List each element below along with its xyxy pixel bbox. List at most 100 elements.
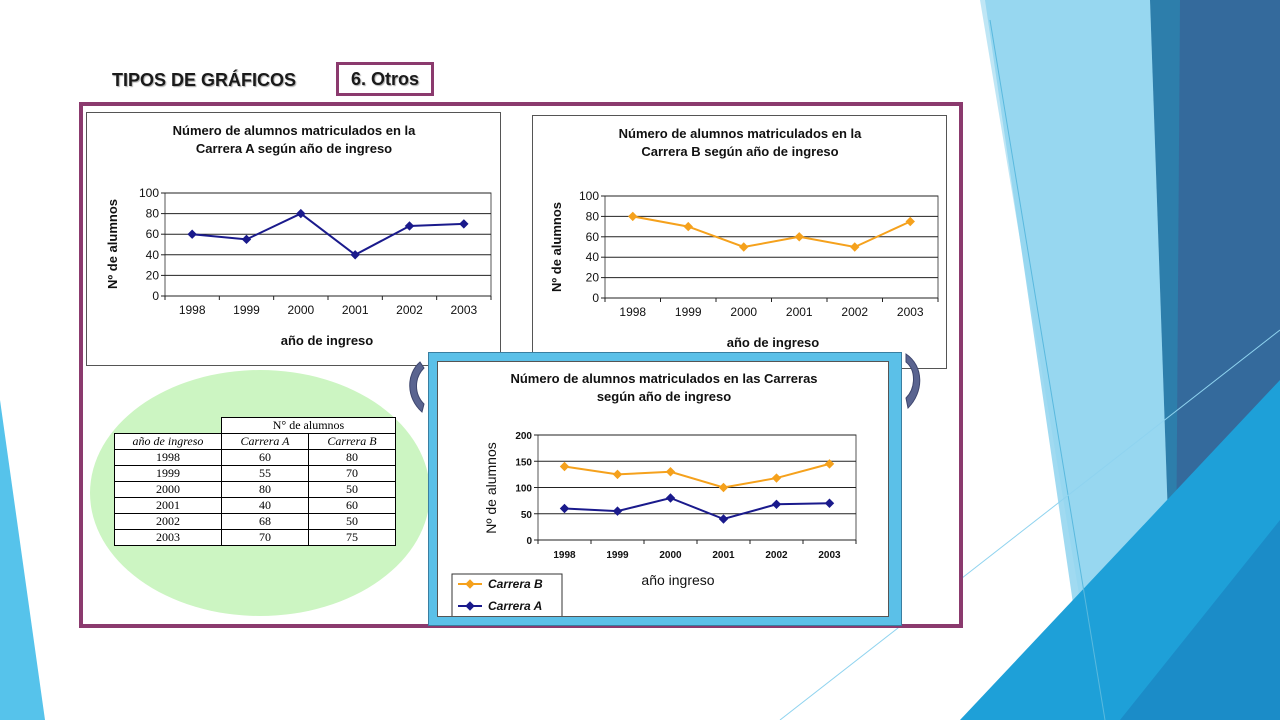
- data-point: [665, 467, 676, 477]
- y-tick-label: 80: [146, 207, 160, 221]
- chart-title: Carrera A según año de ingreso: [196, 141, 392, 156]
- x-axis-label: año de ingreso: [727, 335, 820, 350]
- data-point: [404, 221, 415, 231]
- table-cell: 70: [308, 465, 396, 482]
- legend-marker: [465, 601, 475, 611]
- legend-label: Carrera A: [488, 599, 542, 613]
- x-tick-label: 1998: [553, 550, 576, 561]
- x-tick-label: 1998: [179, 303, 206, 317]
- table-cell: 55: [221, 465, 309, 482]
- x-tick-label: 2000: [659, 550, 682, 561]
- plot-area: [604, 195, 939, 299]
- y-axis-label: Nº de alumnos: [483, 442, 499, 534]
- table-cell: 50: [308, 513, 396, 530]
- data-point: [683, 221, 693, 232]
- y-tick-label: 0: [526, 536, 532, 547]
- chart-carrera-b-svg: Número de alumnos matriculados en la Carr…: [549, 126, 939, 350]
- y-axis-label: Nº de alumnos: [549, 202, 564, 292]
- series-line: [564, 496, 830, 521]
- series-line: [632, 215, 911, 249]
- chart-carrera-b: Número de alumnos matriculados en la Carr…: [532, 115, 947, 369]
- y-tick-label: 60: [586, 230, 600, 244]
- x-tick-label: 2000: [730, 305, 757, 319]
- table-cell: 40: [221, 497, 309, 514]
- y-tick-label: 200: [515, 431, 532, 442]
- data-point: [665, 493, 676, 503]
- series-line: [564, 462, 830, 489]
- series-line: [192, 212, 464, 256]
- x-tick-label: 2002: [841, 305, 868, 319]
- chart-carrera-a: Número de alumnos matriculados en la Carr…: [86, 112, 501, 366]
- data-point: [718, 482, 729, 493]
- legend-marker: [465, 579, 475, 589]
- y-axis-label: Nº de alumnos: [105, 199, 120, 289]
- data-point: [187, 229, 197, 239]
- x-axis-label: año de ingreso: [281, 333, 374, 348]
- data-table: N° de alumnos año de ingreso Carrera A C…: [114, 417, 396, 546]
- table-cell: 1998: [114, 449, 222, 466]
- y-tick-label: 80: [586, 209, 600, 223]
- table-cell: 2002: [114, 513, 222, 530]
- x-tick-label: 2003: [818, 550, 841, 561]
- y-tick-label: 40: [586, 250, 600, 264]
- y-tick-label: 40: [146, 248, 160, 262]
- table-cell: 2000: [114, 481, 222, 498]
- data-point: [612, 469, 623, 480]
- y-tick-label: 100: [515, 484, 532, 495]
- y-tick-label: 0: [592, 291, 599, 305]
- y-tick-label: 20: [586, 271, 600, 285]
- table-cell: 75: [308, 529, 396, 546]
- x-tick-label: 2002: [396, 303, 423, 317]
- chart-combined-frame: Número de alumnos matriculados en las Ca…: [428, 352, 902, 626]
- table-col-header: Carrera B: [308, 433, 396, 450]
- data-point: [794, 232, 804, 242]
- data-point: [771, 499, 782, 510]
- data-point: [739, 242, 749, 252]
- data-point: [559, 461, 570, 472]
- y-tick-label: 100: [579, 189, 599, 203]
- y-tick-label: 60: [146, 227, 160, 241]
- x-tick-label: 2001: [342, 303, 369, 317]
- curved-arrow-right-icon: [905, 353, 921, 410]
- data-point: [850, 242, 860, 252]
- x-tick-label: 1998: [619, 305, 646, 319]
- x-tick-label: 2001: [786, 305, 813, 319]
- chart-combined-svg: Número de alumnos matriculados en las Ca…: [451, 371, 857, 619]
- y-tick-label: 50: [521, 510, 533, 521]
- table-cell: 1999: [114, 465, 222, 482]
- table-cell: 60: [221, 449, 309, 466]
- x-tick-label: 2003: [450, 303, 477, 317]
- x-axis-label: año ingreso: [641, 572, 714, 588]
- data-point: [459, 219, 469, 229]
- table-cell: 80: [221, 481, 309, 498]
- data-point: [905, 216, 915, 227]
- x-tick-label: 2003: [897, 305, 924, 319]
- section-badge: 6. Otros: [336, 62, 434, 96]
- data-point: [824, 498, 835, 508]
- y-tick-label: 150: [515, 457, 532, 468]
- table-cell: 80: [308, 449, 396, 466]
- x-tick-label: 2002: [765, 550, 788, 561]
- data-point: [628, 211, 638, 222]
- y-tick-label: 100: [139, 186, 159, 200]
- table-cell: 60: [308, 497, 396, 514]
- table-cell: 68: [221, 513, 309, 530]
- table-cell: 2001: [114, 497, 222, 514]
- chart-title: Número de alumnos matriculados en la: [173, 123, 416, 138]
- legend-label: Carrera B: [488, 577, 543, 591]
- table-group-header: N° de alumnos: [221, 417, 396, 434]
- y-tick-label: 0: [152, 289, 159, 303]
- data-point: [350, 250, 360, 260]
- data-point: [718, 514, 729, 524]
- chart-combined: Número de alumnos matriculados en las Ca…: [437, 361, 889, 619]
- table-col-header: año de ingreso: [114, 433, 222, 450]
- chart-title: Carrera B según año de ingreso: [641, 144, 838, 159]
- chart-carrera-a-svg: Número de alumnos matriculados en la Carr…: [105, 123, 492, 348]
- data-point: [824, 459, 835, 469]
- table-cell: 50: [308, 481, 396, 498]
- y-tick-label: 20: [146, 268, 160, 282]
- chart-title: Número de alumnos matriculados en la: [619, 126, 862, 141]
- chart-title: Número de alumnos matriculados en las Ca…: [510, 371, 817, 386]
- x-tick-label: 2000: [287, 303, 314, 317]
